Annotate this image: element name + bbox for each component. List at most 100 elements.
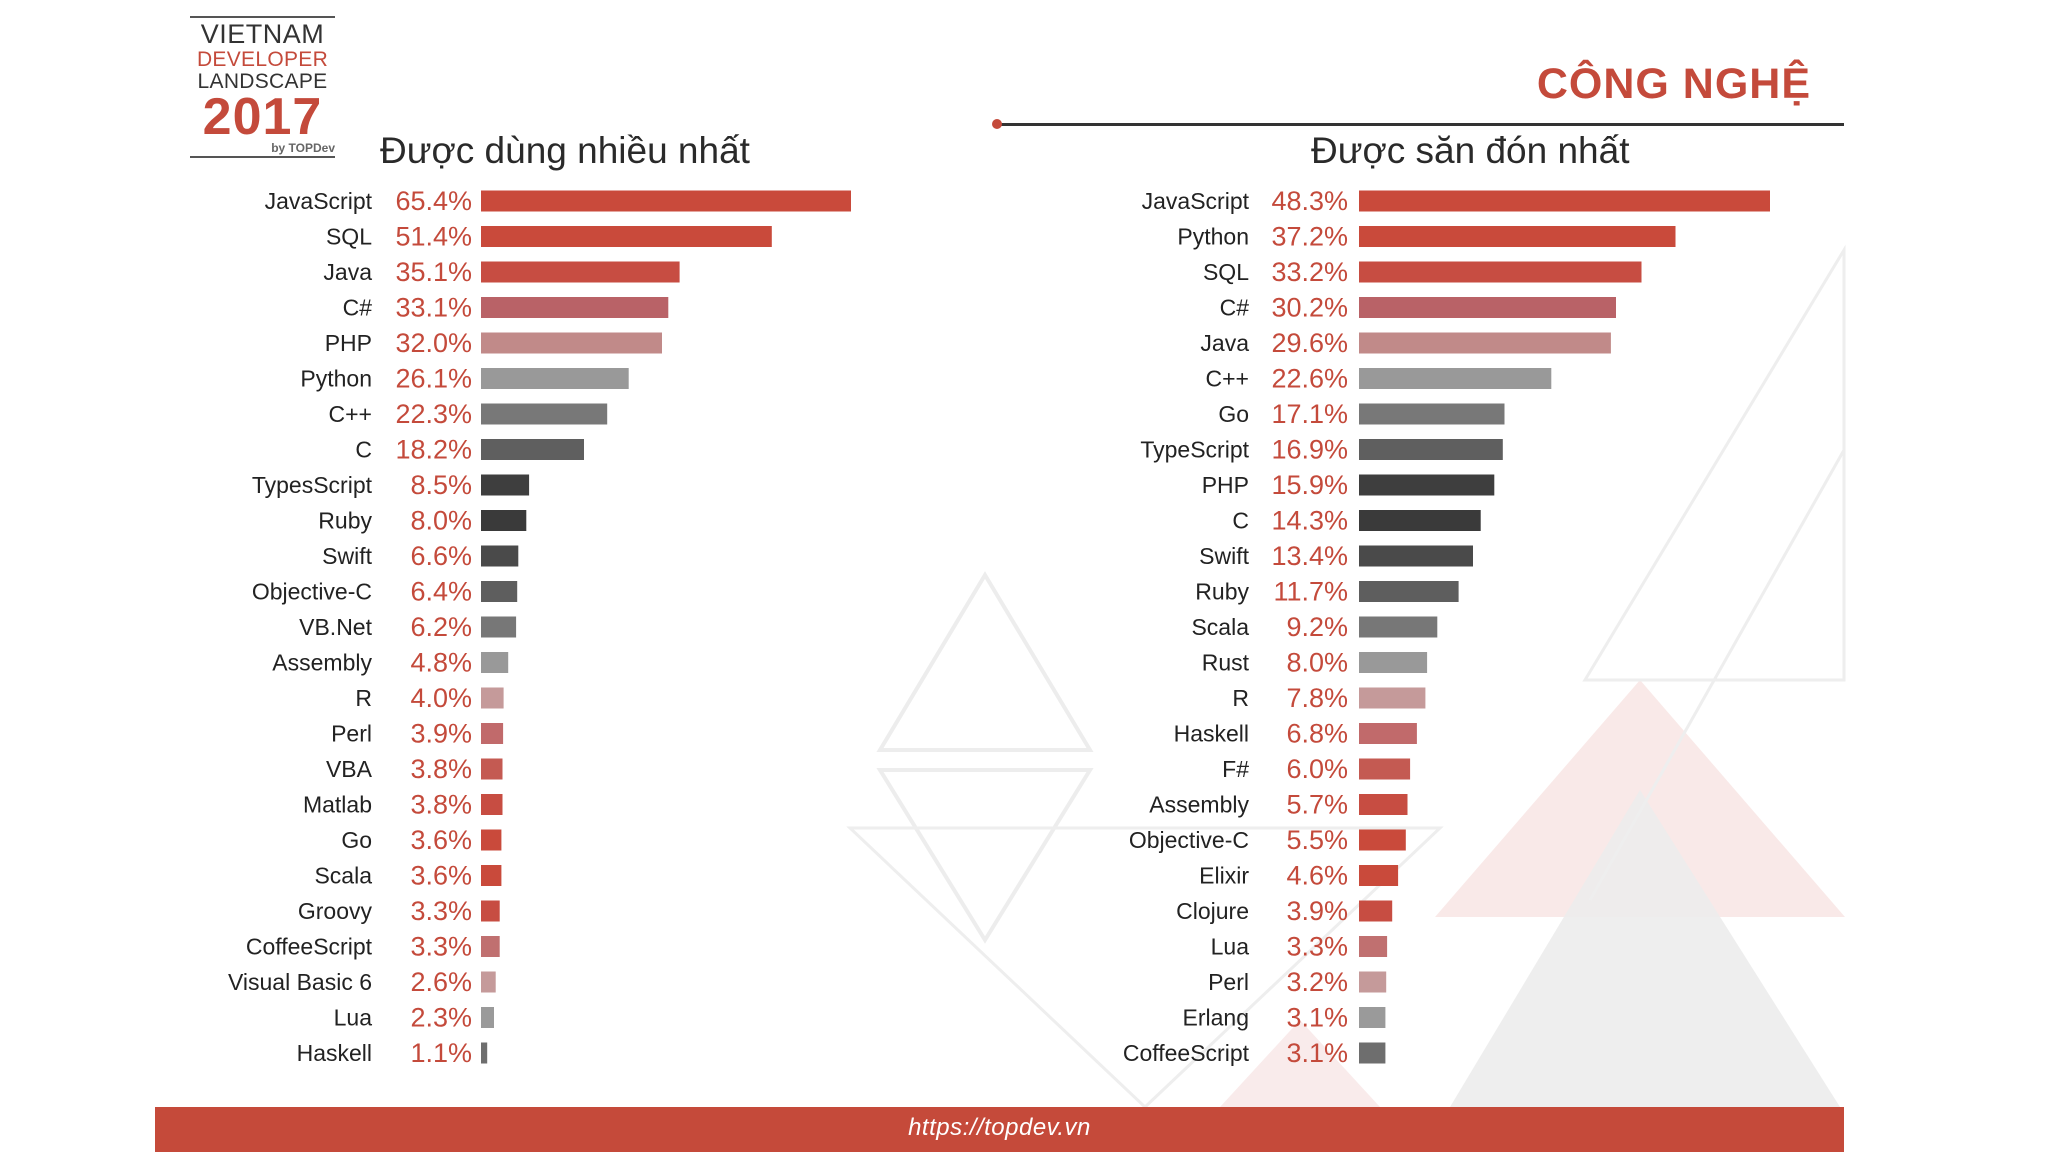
bar-wanted-13	[1359, 652, 1428, 673]
category-label-used-15: Perl	[331, 721, 372, 747]
bar-used-15	[481, 723, 504, 744]
bg-triangle-outline-2	[876, 768, 1094, 944]
bar-used-9	[481, 510, 527, 531]
value-label-used-11: 6.4%	[410, 577, 472, 607]
category-label-wanted-11: Ruby	[1195, 579, 1249, 605]
category-label-wanted-6: Go	[1218, 401, 1249, 427]
category-label-used-19: Scala	[314, 863, 372, 889]
bar-used-0	[481, 190, 851, 212]
bar-used-5	[481, 368, 629, 389]
value-label-used-8: 8.5%	[410, 470, 472, 500]
category-label-wanted-1: Python	[1177, 224, 1249, 250]
category-label-used-16: VBA	[326, 756, 373, 782]
value-label-used-21: 3.3%	[410, 932, 472, 962]
category-label-used-22: Visual Basic 6	[228, 969, 372, 995]
footer-url-link[interactable]: https://topdev.vn	[908, 1114, 1091, 1141]
value-label-wanted-13: 8.0%	[1286, 648, 1348, 678]
value-label-used-9: 8.0%	[410, 506, 472, 536]
category-label-wanted-24: CoffeeScript	[1123, 1040, 1250, 1066]
bar-wanted-4	[1359, 332, 1611, 354]
value-label-used-0: 65.4%	[395, 186, 472, 216]
bar-wanted-17	[1359, 794, 1408, 815]
value-label-wanted-0: 48.3%	[1271, 186, 1348, 216]
value-label-used-14: 4.0%	[410, 683, 472, 713]
category-label-wanted-18: Objective-C	[1129, 827, 1249, 853]
logo-line-landscape: LANDSCAPE	[197, 70, 328, 93]
value-label-wanted-14: 7.8%	[1286, 683, 1348, 713]
category-label-wanted-21: Lua	[1211, 934, 1250, 960]
bar-used-17	[481, 794, 503, 815]
bar-used-12	[481, 616, 517, 638]
category-label-wanted-14: R	[1232, 685, 1249, 711]
value-label-used-16: 3.8%	[410, 754, 472, 784]
section-divider-line	[998, 123, 1844, 126]
value-label-used-15: 3.9%	[410, 719, 472, 749]
value-label-wanted-9: 14.3%	[1271, 506, 1348, 536]
value-label-used-5: 26.1%	[395, 364, 472, 394]
category-label-used-18: Go	[341, 827, 372, 853]
category-label-used-5: Python	[300, 366, 372, 392]
bar-wanted-20	[1359, 900, 1393, 922]
category-label-wanted-2: SQL	[1203, 259, 1249, 285]
value-label-used-3: 33.1%	[395, 293, 472, 323]
value-label-wanted-24: 3.1%	[1286, 1038, 1348, 1068]
bar-wanted-16	[1359, 758, 1411, 780]
value-label-used-13: 4.8%	[410, 648, 472, 678]
category-label-used-7: C	[355, 437, 372, 463]
category-label-used-10: Swift	[322, 543, 372, 569]
value-label-wanted-10: 13.4%	[1271, 541, 1348, 571]
category-label-used-9: Ruby	[318, 508, 372, 534]
category-label-wanted-15: Haskell	[1174, 721, 1249, 747]
bar-wanted-14	[1359, 687, 1426, 709]
bar-wanted-19	[1359, 865, 1399, 886]
category-label-used-14: R	[355, 685, 372, 711]
value-label-used-19: 3.6%	[410, 861, 472, 891]
bar-used-20	[481, 900, 500, 922]
value-label-wanted-6: 17.1%	[1271, 399, 1348, 429]
value-label-wanted-2: 33.2%	[1271, 257, 1348, 287]
value-label-wanted-7: 16.9%	[1271, 435, 1348, 465]
bar-used-3	[481, 297, 669, 318]
logo-line-developer: DEVELOPER	[196, 48, 329, 71]
bg-triangle-gray	[1450, 790, 1840, 1107]
logo-by-topdev: by TOPDev	[271, 141, 335, 155]
category-label-wanted-10: Swift	[1199, 543, 1249, 569]
bg-triangle-pink-small	[1220, 1020, 1380, 1107]
category-label-used-4: PHP	[325, 330, 372, 356]
bar-used-6	[481, 403, 608, 425]
category-label-used-8: TypesScript	[252, 472, 373, 498]
logo: VIETNAM DEVELOPER LANDSCAPE 2017 by TOPD…	[190, 16, 335, 158]
value-label-wanted-11: 11.7%	[1273, 577, 1348, 607]
bg-triangle-outline-3	[846, 826, 1444, 1110]
bar-used-10	[481, 545, 519, 567]
value-label-wanted-20: 3.9%	[1286, 896, 1348, 926]
bar-used-13	[481, 652, 509, 673]
category-label-used-6: C++	[329, 401, 372, 427]
value-label-used-17: 3.8%	[410, 790, 472, 820]
value-label-wanted-4: 29.6%	[1271, 328, 1348, 358]
bar-wanted-23	[1359, 1007, 1386, 1028]
category-label-used-12: VB.Net	[299, 614, 372, 640]
bar-used-24	[481, 1042, 488, 1064]
category-label-wanted-8: PHP	[1202, 472, 1249, 498]
value-label-used-18: 3.6%	[410, 825, 472, 855]
value-label-used-20: 3.3%	[410, 896, 472, 926]
category-label-used-13: Assembly	[272, 650, 372, 676]
bar-wanted-22	[1359, 971, 1387, 993]
category-label-wanted-17: Assembly	[1149, 792, 1249, 818]
bg-triangle-outline-1	[876, 571, 1094, 752]
bar-wanted-11	[1359, 581, 1459, 602]
bg-diagonal-line	[1588, 449, 1846, 901]
value-label-wanted-22: 3.2%	[1286, 967, 1348, 997]
bar-wanted-21	[1359, 936, 1388, 957]
bar-wanted-7	[1359, 439, 1503, 460]
category-label-wanted-16: F#	[1222, 756, 1249, 782]
bar-used-4	[481, 332, 662, 354]
category-label-used-23: Lua	[334, 1005, 373, 1031]
category-label-wanted-19: Elixir	[1199, 863, 1249, 889]
category-label-used-3: C#	[343, 295, 373, 321]
category-label-wanted-0: JavaScript	[1142, 188, 1250, 214]
category-label-used-20: Groovy	[298, 898, 373, 924]
bar-used-14	[481, 687, 504, 709]
